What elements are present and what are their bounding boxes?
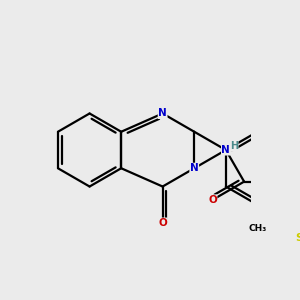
Text: O: O (208, 195, 217, 205)
Text: N: N (221, 145, 230, 155)
Text: CH₃: CH₃ (248, 224, 267, 233)
Text: N: N (190, 163, 199, 173)
Text: H: H (230, 141, 238, 152)
Text: N: N (158, 109, 167, 118)
Text: O: O (158, 218, 167, 228)
Text: S: S (295, 233, 300, 243)
